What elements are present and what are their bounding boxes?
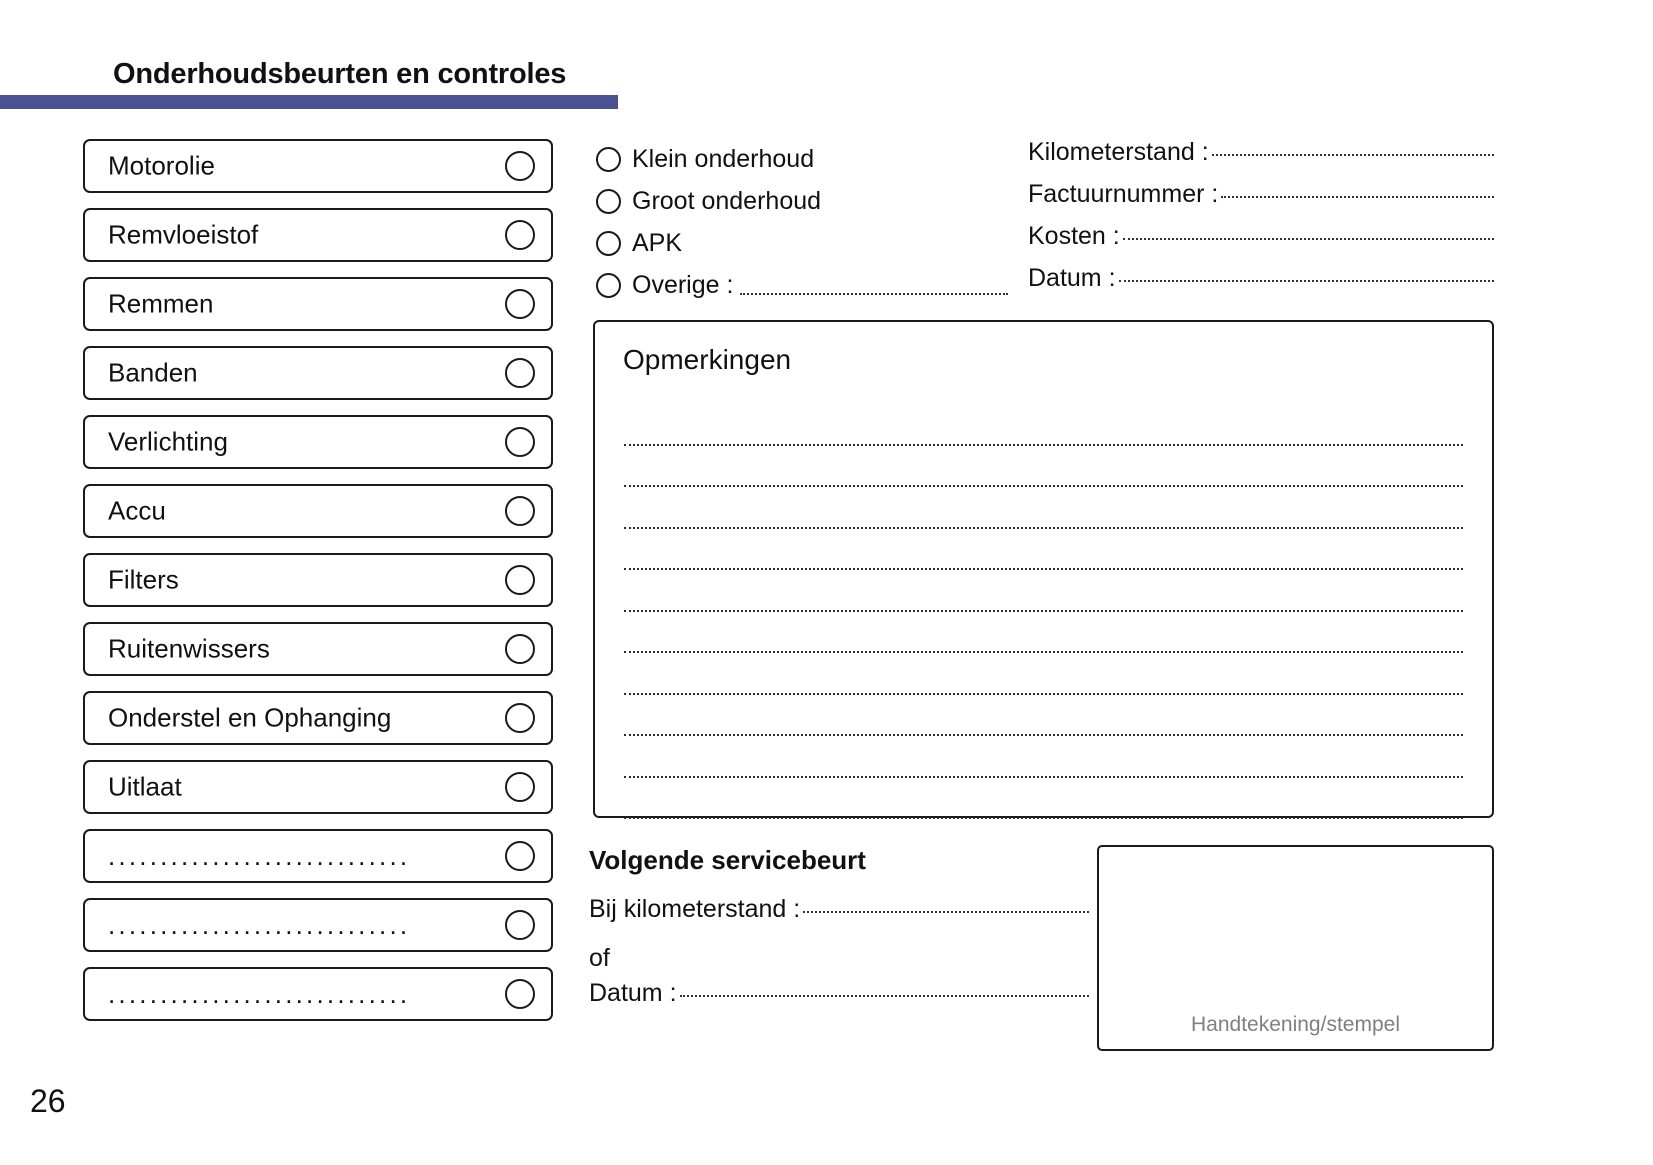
remarks-line[interactable] <box>624 695 1463 736</box>
remarks-line[interactable] <box>624 570 1463 612</box>
checklist-checkbox-circle-icon[interactable] <box>505 772 535 802</box>
service-type-option[interactable]: APK <box>596 222 1016 264</box>
service-type-options: Klein onderhoud Groot onderhoud APK Overige… <box>596 138 1016 306</box>
checklist-row[interactable]: ............................. <box>83 967 553 1021</box>
checklist-checkbox-circle-icon[interactable] <box>505 220 535 250</box>
remarks-write-lines <box>624 404 1463 819</box>
remarks-title: Opmerkingen <box>623 344 792 375</box>
next-service-mileage-label: Bij kilometerstand : <box>589 895 801 923</box>
checklist-item-label: Onderstel en Ophanging <box>108 702 392 733</box>
service-type-label: Overige : <box>632 270 734 299</box>
remarks-line[interactable] <box>624 404 1463 446</box>
checklist-checkbox-circle-icon[interactable] <box>505 565 535 595</box>
checklist-item-label: Remvloeistof <box>108 219 259 250</box>
checklist-row[interactable]: Accu <box>83 484 553 538</box>
service-type-label: Groot onderhoud <box>632 186 822 215</box>
service-type-option[interactable]: Overige : <box>596 264 1016 306</box>
page-title: Onderhoudsbeurten en controles <box>113 58 567 90</box>
checklist-custom-input[interactable]: ............................. <box>108 847 411 865</box>
service-field-label: Kosten : <box>1028 222 1120 250</box>
service-type-label: APK <box>632 228 683 257</box>
radio-circle-icon[interactable] <box>596 230 621 256</box>
checklist-item-label: Filters <box>108 564 179 595</box>
checklist-item-label: Accu <box>108 495 166 526</box>
checklist-checkbox-circle-icon[interactable] <box>505 427 535 457</box>
checklist-checkbox-circle-icon[interactable] <box>505 910 535 940</box>
service-detail-fields: Kilometerstand : Factuurnummer : Kosten : D… <box>1028 138 1494 306</box>
service-field-row: Factuurnummer : <box>1028 180 1494 222</box>
next-service-section: Volgende servicebeurt Bij kilometerstand… <box>589 845 1089 1021</box>
checklist-row[interactable]: Remvloeistof <box>83 208 553 262</box>
radio-circle-icon[interactable] <box>596 272 621 298</box>
checklist-checkbox-circle-icon[interactable] <box>505 496 535 526</box>
service-type-option[interactable]: Klein onderhoud <box>596 138 1016 180</box>
checklist-item-label: Uitlaat <box>108 771 182 802</box>
checklist-row[interactable]: Uitlaat <box>83 760 553 814</box>
remarks-line[interactable] <box>624 653 1463 695</box>
service-field-row: Datum : <box>1028 264 1494 306</box>
title-underline-rule <box>0 95 618 109</box>
checklist-row[interactable]: Ruitenwissers <box>83 622 553 676</box>
next-service-or-label: of <box>589 944 610 972</box>
next-service-mileage-row: Bij kilometerstand : <box>589 895 1089 937</box>
checklist-row[interactable]: Motorolie <box>83 139 553 193</box>
checklist-checkbox-circle-icon[interactable] <box>505 151 535 181</box>
next-service-date-row: Datum : <box>589 979 1089 1021</box>
remarks-line[interactable] <box>624 529 1463 570</box>
checklist-checkbox-circle-icon[interactable] <box>505 979 535 1009</box>
remarks-line[interactable] <box>624 778 1463 819</box>
remarks-line[interactable] <box>624 612 1463 653</box>
checklist-row[interactable]: ............................. <box>83 898 553 952</box>
service-field-input[interactable] <box>1211 140 1494 156</box>
checklist-item-label: Verlichting <box>108 426 228 457</box>
service-type-label: Klein onderhoud <box>632 144 815 173</box>
checklist-row[interactable]: Onderstel en Ophanging <box>83 691 553 745</box>
checklist-item-label: Ruitenwissers <box>108 633 270 664</box>
checklist-checkbox-circle-icon[interactable] <box>505 703 535 733</box>
page-number: 26 <box>30 1083 66 1119</box>
service-field-label: Kilometerstand : <box>1028 138 1209 166</box>
service-field-input[interactable] <box>1118 266 1494 282</box>
next-service-date-label: Datum : <box>589 979 677 1007</box>
service-field-row: Kilometerstand : <box>1028 138 1494 180</box>
radio-circle-icon[interactable] <box>596 146 621 172</box>
remarks-line[interactable] <box>624 736 1463 778</box>
checklist-custom-input[interactable]: ............................. <box>108 985 411 1003</box>
checklist-checkbox-circle-icon[interactable] <box>505 289 535 319</box>
remarks-line[interactable] <box>624 487 1463 529</box>
checklist-custom-input[interactable]: ............................. <box>108 916 411 934</box>
checklist-row[interactable]: Verlichting <box>83 415 553 469</box>
service-field-input[interactable] <box>1122 224 1494 240</box>
service-type-other-input[interactable] <box>740 273 1009 295</box>
next-service-title: Volgende servicebeurt <box>589 845 866 875</box>
next-service-date-input[interactable] <box>679 981 1089 997</box>
next-service-mileage-input[interactable] <box>803 897 1089 913</box>
checklist-row[interactable]: Remmen <box>83 277 553 331</box>
checklist-item-label: Motorolie <box>108 150 215 181</box>
signature-caption: Handtekening/stempel <box>1191 1013 1400 1036</box>
radio-circle-icon[interactable] <box>596 188 621 214</box>
checklist-row[interactable]: Filters <box>83 553 553 607</box>
remarks-line[interactable] <box>624 446 1463 487</box>
checklist-row[interactable]: Banden <box>83 346 553 400</box>
service-type-option[interactable]: Groot onderhoud <box>596 180 1016 222</box>
checklist-row[interactable]: ............................. <box>83 829 553 883</box>
checklist-checkbox-circle-icon[interactable] <box>505 841 535 871</box>
checklist-checkbox-circle-icon[interactable] <box>505 358 535 388</box>
checklist-item-label: Banden <box>108 357 198 388</box>
remarks-box: Opmerkingen <box>593 320 1494 819</box>
service-field-label: Datum : <box>1028 264 1116 292</box>
service-field-row: Kosten : <box>1028 222 1494 264</box>
signature-stamp-box[interactable]: Handtekening/stempel <box>1097 845 1494 1051</box>
maintenance-checklist: Motorolie Remvloeistof Remmen Banden Verlich… <box>83 139 553 1036</box>
checklist-checkbox-circle-icon[interactable] <box>505 634 535 664</box>
checklist-item-label: Remmen <box>108 288 214 319</box>
service-field-input[interactable] <box>1221 182 1494 198</box>
service-field-label: Factuurnummer : <box>1028 180 1219 208</box>
